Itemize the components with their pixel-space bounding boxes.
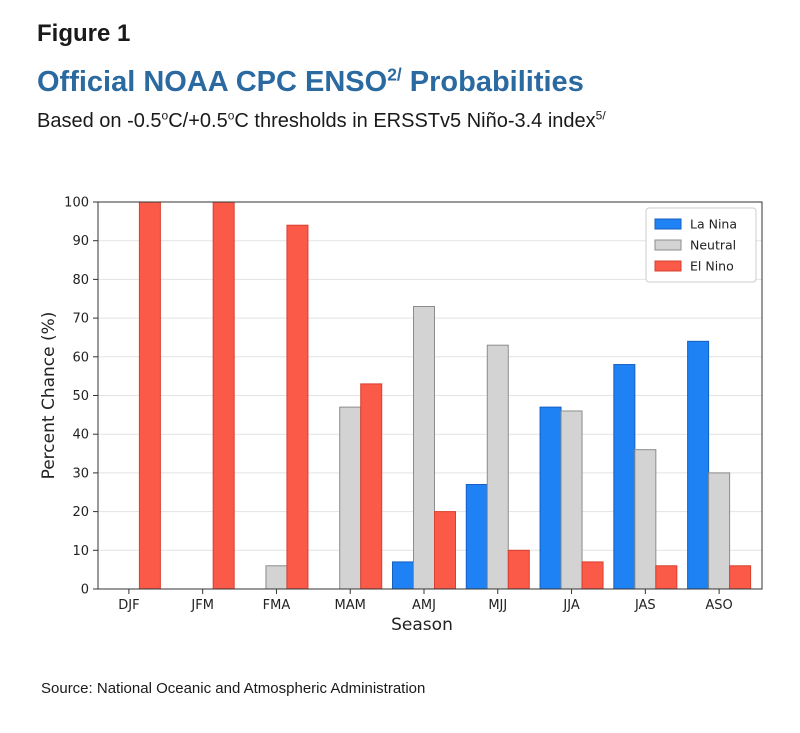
y-tick-label: 20 [72,505,89,520]
y-tick-label: 30 [72,466,89,481]
bar-la-nina-amj [392,561,414,590]
y-tick-label: 80 [72,273,89,288]
bar-el-nino-djf [138,201,161,590]
y-tick-label: 70 [72,312,89,327]
bar-el-nino-mjj [507,549,530,590]
y-tick-label: 10 [72,544,89,559]
legend-swatch-neutral [654,239,682,251]
x-tick-label-djf: DJF [118,598,139,613]
degree-mark-2: o [227,108,235,123]
bar-neutral-fma [265,565,288,590]
bar-el-nino-amj [434,511,456,590]
subtitle: Based on -0.5oC/+0.5oC thresholds in ERS… [37,108,606,133]
title-tail: Probabilities [401,66,584,98]
bar-el-nino-mam [360,383,383,590]
y-tick-label: 60 [72,350,89,365]
bar-neutral-aso [708,472,731,590]
chart-container: 0 10 20 30 40 50 60 70 80 90 100 DJF JFM FMA MAM AMJ MJJ… [0,150,800,650]
y-tick-label: 100 [64,196,89,211]
bar-neutral-jas [634,449,657,590]
y-tick-label: 40 [72,428,89,443]
legend-label-la-nina: La Nina [690,217,737,232]
legend-label-neutral: Neutral [690,238,736,253]
title-main: Official NOAA CPC ENSO [37,66,388,98]
legend-swatch-la-nina [654,218,682,230]
x-tick-label-mjj: MJJ [488,598,507,613]
x-tick-label-aso: ASO [705,598,732,613]
page-title: Official NOAA CPC ENSO2/ Probabilities [37,66,584,99]
title-footnote-ref: 2/ [387,64,402,85]
subtitle-part-c: C thresholds in ERSSTv5 Niño-3.4 index [234,110,596,132]
x-tick-label-jfm: JFM [190,598,214,613]
bar-neutral-mjj [486,344,509,590]
subtitle-part-a: Based on -0.5 [37,110,162,132]
x-tick-label-fma: FMA [263,598,291,613]
bar-el-nino-aso [729,565,752,590]
bar-la-nina-jas [613,364,636,590]
x-tick-label-jja: JJA [562,598,579,613]
figure-label: Figure 1 [37,20,131,47]
bar-el-nino-jfm [212,201,235,590]
y-axis-title: Percent Chance (%) [39,312,59,480]
bar-la-nina-aso [687,340,710,590]
x-axis-title: Season [391,615,453,635]
y-tick-label: 0 [81,583,89,598]
source-note: Source: National Oceanic and Atmospheric… [41,680,426,697]
enso-probability-chart: 0 10 20 30 40 50 60 70 80 90 100 DJF JFM FMA MAM AMJ MJJ… [39,196,763,635]
legend-swatch-el-nino [654,260,682,272]
x-tick-label-mam: MAM [335,598,366,613]
bar-neutral-mam [339,406,362,590]
bar-el-nino-jja [581,561,604,590]
subtitle-footnote-ref: 5/ [595,108,606,123]
bar-el-nino-fma [286,224,309,590]
x-tick-label-jas: JAS [634,598,656,613]
subtitle-part-b: C/+0.5 [168,110,228,132]
bar-el-nino-jas [655,565,678,590]
bar-la-nina-jja [539,406,562,590]
bar-la-nina-mjj [465,484,488,590]
y-tick-label: 50 [72,389,89,404]
bar-neutral-amj [413,305,435,590]
y-tick-label: 90 [72,234,89,249]
legend-label-el-nino: El Nino [690,259,734,274]
bar-neutral-jja [560,410,583,590]
degree-mark-1: o [161,108,169,123]
x-tick-label-amj: AMJ [412,598,436,613]
